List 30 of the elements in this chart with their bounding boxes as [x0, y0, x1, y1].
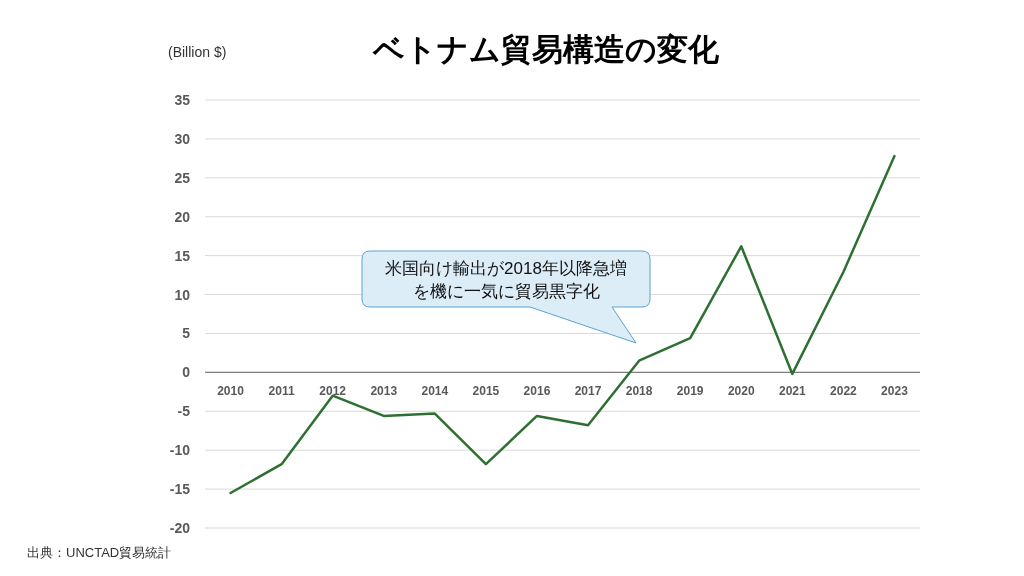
x-tick-label: 2014 — [421, 384, 449, 399]
x-tick-label: 2021 — [778, 384, 806, 399]
x-tick-label: 2012 — [319, 384, 347, 399]
y-tick-label: -15 — [169, 481, 191, 498]
x-tick-label: 2019 — [676, 384, 704, 399]
y-axis-title: (Billion $) — [168, 44, 227, 60]
x-tick-label: 2011 — [268, 384, 295, 399]
y-tick-label: 30 — [174, 130, 191, 147]
x-tick-label: 2016 — [523, 384, 551, 399]
y-tick-label: 15 — [174, 247, 191, 264]
x-tick-label: 2023 — [881, 384, 909, 399]
x-tick-label: 2020 — [727, 384, 755, 399]
y-tick-label: 10 — [174, 286, 191, 303]
y-tick-label: -20 — [169, 520, 191, 536]
y-tick-label: 35 — [174, 92, 191, 108]
y-tick-label: 5 — [182, 325, 191, 342]
x-tick-label: 2022 — [830, 384, 858, 399]
y-tick-label: 20 — [174, 208, 191, 225]
y-tick-label: -10 — [169, 442, 191, 459]
x-tick-label: 2013 — [370, 384, 398, 399]
x-tick-label: 2018 — [625, 384, 653, 399]
x-tick-label: 2017 — [574, 384, 602, 399]
chart-title: ベトナム貿易構造の変化 — [372, 32, 720, 67]
source-note: 出典：UNCTAD貿易統計 — [27, 545, 172, 560]
y-tick-label: 25 — [174, 169, 191, 186]
annotation: 米国向け輸出が2018年以降急増を機に一気に貿易黒字化 — [385, 259, 627, 301]
x-tick-label: 2010 — [217, 384, 245, 399]
y-tick-label: -5 — [177, 403, 191, 420]
y-tick-label: 0 — [182, 364, 191, 381]
x-tick-label: 2015 — [472, 384, 500, 399]
